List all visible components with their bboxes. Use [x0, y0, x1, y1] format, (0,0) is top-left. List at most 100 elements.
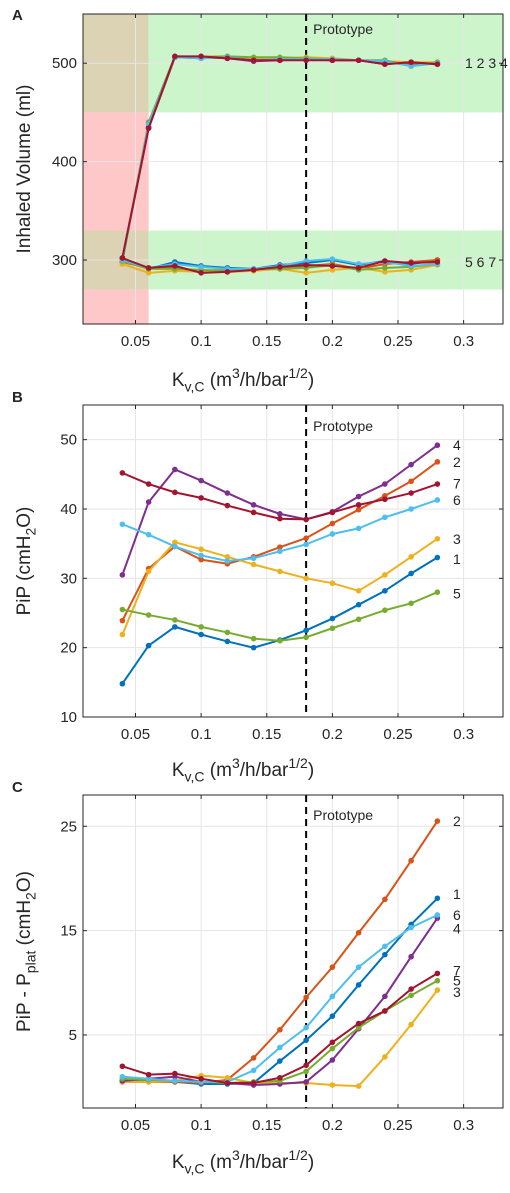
data-point [382, 1054, 388, 1060]
x-tick-label: 0.05 [121, 1117, 150, 1134]
prototype-label: Prototype [313, 807, 373, 823]
data-point [408, 992, 414, 999]
data-point [434, 497, 441, 503]
y-axis-label: Inhaled Volume (ml) [14, 85, 35, 254]
data-point [382, 61, 388, 67]
data-point [355, 502, 362, 508]
data-point [303, 258, 309, 264]
data-point [434, 61, 441, 67]
y-tick-label: 10 [60, 709, 77, 726]
group-label: 1 2 3 4 [465, 55, 508, 71]
data-point [329, 1045, 336, 1052]
data-point [250, 1080, 257, 1086]
data-point [119, 255, 126, 261]
grid [83, 795, 503, 1108]
x-tick-label: 0.3 [453, 726, 474, 743]
y-axis-label: PiP - Pplat (cmH2O) [14, 871, 38, 1032]
data-point [329, 1013, 336, 1019]
data-point [277, 57, 283, 64]
group-label: 5 6 7 [465, 254, 496, 270]
data-point [172, 53, 178, 60]
data-point [329, 993, 336, 1000]
x-tick-label: 0.2 [322, 1117, 343, 1134]
data-point [198, 552, 204, 559]
data-point [145, 481, 152, 487]
data-point [277, 548, 283, 555]
data-point [277, 511, 283, 517]
data-point [408, 63, 414, 69]
data-point [329, 1057, 336, 1063]
series-label-7: 7 [453, 475, 461, 491]
data-point [434, 459, 441, 465]
data-point [329, 580, 336, 586]
data-point [119, 1063, 126, 1070]
data-point [224, 55, 231, 62]
data-point [145, 612, 152, 618]
series-6 [119, 497, 441, 564]
data-point [329, 256, 336, 262]
data-point [172, 466, 178, 473]
data-point [224, 638, 231, 645]
data-point [355, 493, 362, 500]
data-point [119, 521, 126, 528]
series-line [122, 989, 439, 1088]
data-point [329, 57, 336, 64]
data-point [355, 588, 362, 594]
data-point [382, 481, 388, 487]
y-tick-label: 30 [60, 570, 77, 587]
x-axis-label: Kv,C (m3/h/bar1/2) [172, 365, 314, 394]
x-tick-label: 0.15 [252, 726, 281, 743]
data-point [303, 57, 309, 64]
y-tick-label: 300 [52, 252, 77, 269]
band-red [83, 289, 149, 324]
data-point [355, 601, 362, 608]
series-label-2: 2 [453, 454, 461, 470]
data-point [355, 525, 362, 532]
data-point [224, 1080, 231, 1086]
data-point [303, 262, 309, 268]
y-axis-label: PiP (cmH2O) [14, 507, 38, 616]
data-point [382, 269, 388, 275]
data-point [277, 637, 283, 644]
data-point [329, 520, 336, 527]
data-point [408, 260, 414, 266]
data-point [329, 267, 336, 273]
prototype-label: Prototype [313, 418, 373, 434]
data-point [329, 531, 336, 537]
data-point [408, 506, 414, 512]
series-1 [119, 554, 441, 687]
data-point [119, 470, 126, 476]
data-point [408, 570, 414, 577]
data-point [382, 588, 388, 594]
series-label-2: 2 [453, 813, 461, 829]
data-point [329, 964, 336, 970]
data-point [329, 615, 336, 622]
data-point [172, 1078, 178, 1084]
data-point [250, 635, 257, 642]
series-label-1: 1 [453, 886, 461, 902]
data-point [408, 924, 414, 931]
data-point [434, 481, 441, 487]
axes-box [82, 13, 504, 325]
series-5 [119, 589, 441, 644]
data-point [277, 1026, 283, 1033]
data-point [145, 1075, 152, 1082]
data-point [382, 943, 388, 950]
data-point [224, 629, 231, 636]
data-point [303, 1024, 309, 1031]
data-point [382, 514, 388, 521]
series-label-4: 4 [453, 437, 461, 453]
panel-C: Prototype 1 2 3 4 5 6 7 0.05 0.1 0.15 0.2 0.25 0.3 5 15… [12, 779, 504, 1176]
panel-letter: C [12, 779, 23, 796]
y-tick-label: 500 [52, 55, 77, 72]
panel-A: Prototype 1 2 3 4 5 6 7 0.05 0.1 0.15 0.2 0.25 0… [12, 7, 508, 394]
data-point [172, 624, 178, 630]
data-point [303, 535, 309, 541]
series-label-5: 5 [453, 586, 461, 602]
data-point [277, 544, 283, 550]
data-point [250, 1067, 257, 1074]
data-point [355, 265, 362, 271]
data-point [224, 502, 231, 509]
data-point [434, 536, 441, 542]
data-point [198, 546, 204, 553]
